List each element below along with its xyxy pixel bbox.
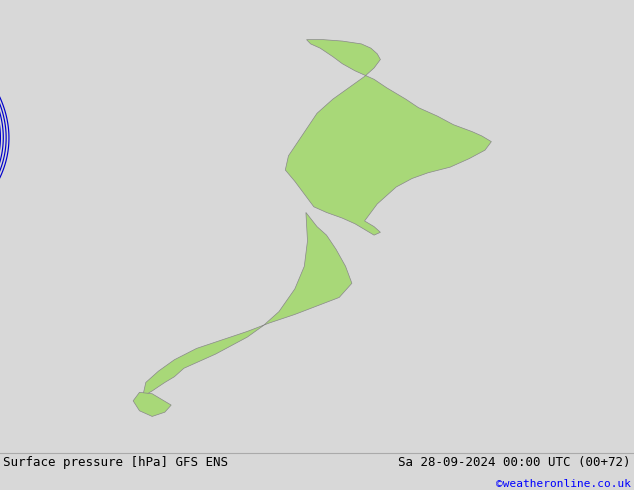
Text: ©weatheronline.co.uk: ©weatheronline.co.uk [496, 480, 631, 490]
Text: Sa 28-09-2024 00:00 UTC (00+72): Sa 28-09-2024 00:00 UTC (00+72) [398, 456, 631, 469]
Text: Surface pressure [hPa] GFS ENS: Surface pressure [hPa] GFS ENS [3, 456, 228, 469]
Polygon shape [285, 40, 491, 235]
Polygon shape [133, 392, 171, 416]
Polygon shape [143, 213, 352, 396]
